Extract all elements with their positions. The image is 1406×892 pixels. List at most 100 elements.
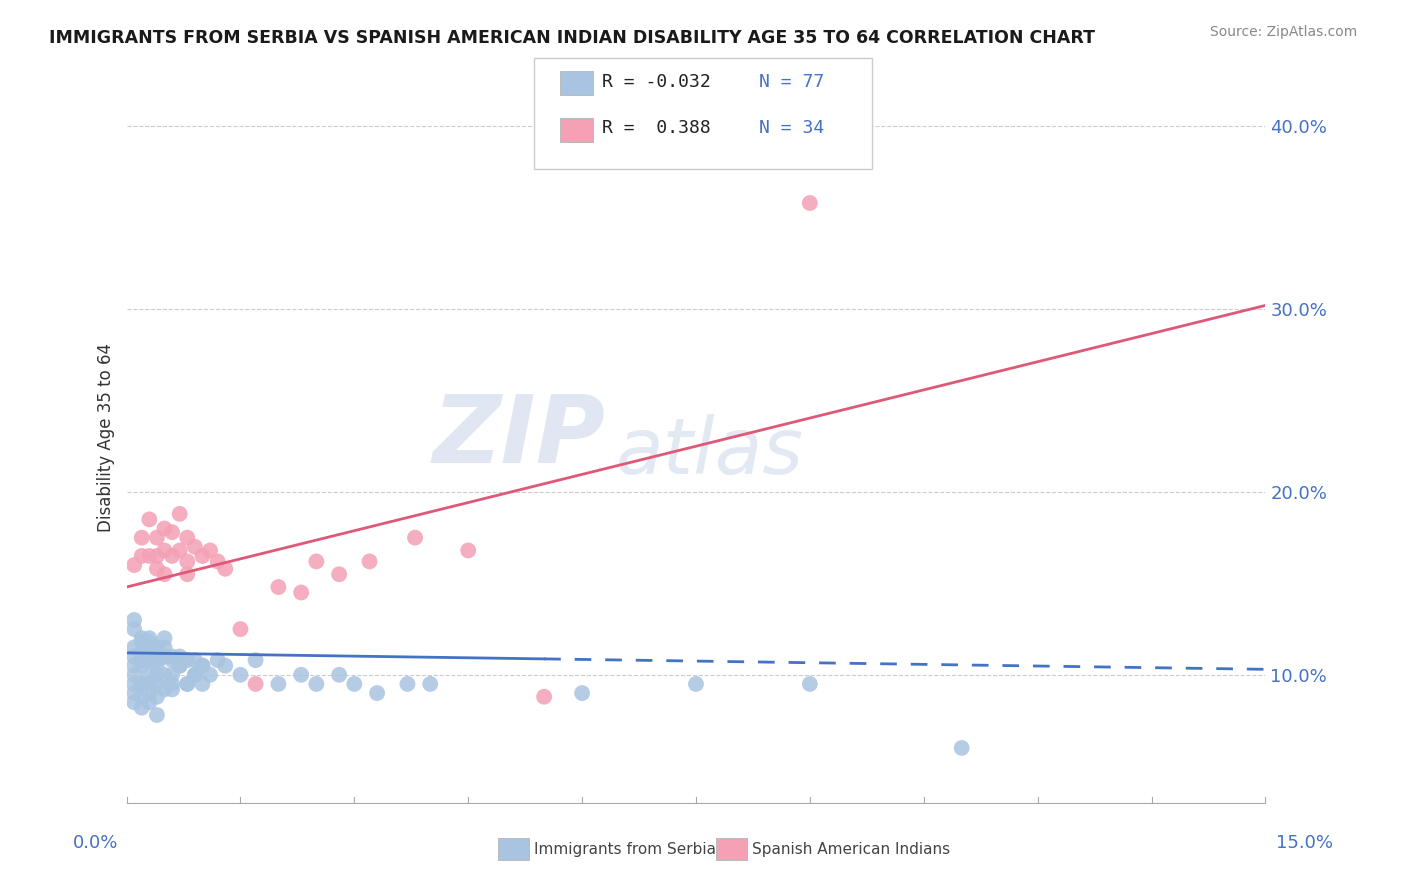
Point xyxy=(122,613,145,627)
Point xyxy=(131,677,153,691)
Text: atlas: atlas xyxy=(616,414,804,490)
Text: 0.0%: 0.0% xyxy=(73,834,118,852)
Point xyxy=(122,695,145,709)
Text: R =  0.388: R = 0.388 xyxy=(602,120,710,137)
Point xyxy=(191,658,214,673)
Point xyxy=(571,686,593,700)
Point xyxy=(169,658,191,673)
Point xyxy=(160,653,183,667)
Point xyxy=(950,740,973,755)
Point xyxy=(122,667,145,681)
Text: ZIP: ZIP xyxy=(432,391,605,483)
Point xyxy=(122,658,145,673)
Point xyxy=(328,567,350,582)
Point xyxy=(146,646,169,660)
Point xyxy=(359,554,381,568)
Point xyxy=(176,567,198,582)
Text: 15.0%: 15.0% xyxy=(1277,834,1333,852)
Point xyxy=(131,635,153,649)
Point xyxy=(131,677,153,691)
Point xyxy=(138,667,160,681)
Point xyxy=(533,690,555,704)
Point xyxy=(131,658,153,673)
Point xyxy=(153,567,176,582)
Point xyxy=(198,543,221,558)
Point xyxy=(160,525,183,540)
Point xyxy=(207,554,229,568)
Point xyxy=(160,667,183,681)
Text: R = -0.032: R = -0.032 xyxy=(602,73,710,91)
Point xyxy=(138,646,160,660)
Point xyxy=(396,677,419,691)
Point xyxy=(457,543,479,558)
Text: Immigrants from Serbia: Immigrants from Serbia xyxy=(534,842,716,856)
Point xyxy=(122,622,145,636)
Point xyxy=(685,677,707,691)
Point xyxy=(153,649,176,664)
Point xyxy=(146,667,169,681)
Point xyxy=(146,658,169,673)
Point xyxy=(146,677,169,691)
Point xyxy=(138,640,160,655)
Point xyxy=(245,677,267,691)
Point xyxy=(191,677,214,691)
Point xyxy=(176,554,198,568)
Point xyxy=(176,677,198,691)
Point xyxy=(153,667,176,681)
Point xyxy=(160,649,183,664)
Text: Source: ZipAtlas.com: Source: ZipAtlas.com xyxy=(1209,25,1357,39)
Point xyxy=(131,690,153,704)
Point xyxy=(138,549,160,563)
Y-axis label: Disability Age 35 to 64: Disability Age 35 to 64 xyxy=(97,343,115,532)
Point xyxy=(198,667,221,681)
Point xyxy=(138,512,160,526)
Point xyxy=(138,632,160,646)
Point xyxy=(138,695,160,709)
Point xyxy=(184,667,207,681)
Point xyxy=(122,558,145,573)
Point xyxy=(328,667,350,681)
Point xyxy=(207,653,229,667)
Text: IMMIGRANTS FROM SERBIA VS SPANISH AMERICAN INDIAN DISABILITY AGE 35 TO 64 CORREL: IMMIGRANTS FROM SERBIA VS SPANISH AMERIC… xyxy=(49,29,1095,46)
Point xyxy=(176,531,198,545)
Point xyxy=(290,585,312,599)
Point xyxy=(267,580,290,594)
Point xyxy=(799,677,821,691)
Point xyxy=(267,677,290,691)
Point xyxy=(169,507,191,521)
Point xyxy=(131,549,153,563)
Text: N = 34: N = 34 xyxy=(759,120,824,137)
Point xyxy=(229,667,252,681)
Point xyxy=(169,649,191,664)
Point xyxy=(131,531,153,545)
Point xyxy=(146,708,169,723)
Point xyxy=(146,531,169,545)
Text: N = 77: N = 77 xyxy=(759,73,824,91)
Point xyxy=(153,543,176,558)
Point xyxy=(191,658,214,673)
Point xyxy=(131,653,153,667)
Point xyxy=(131,700,153,714)
Point xyxy=(131,653,153,667)
Point xyxy=(146,653,169,667)
Point xyxy=(366,686,388,700)
Point xyxy=(138,677,160,691)
Point xyxy=(131,632,153,646)
Point xyxy=(122,649,145,664)
Point xyxy=(404,531,426,545)
Point xyxy=(138,653,160,667)
Point xyxy=(191,549,214,563)
Point xyxy=(229,622,252,636)
Point xyxy=(184,653,207,667)
Point xyxy=(305,554,328,568)
Point xyxy=(160,682,183,697)
Point xyxy=(343,677,366,691)
Point xyxy=(214,658,236,673)
Point xyxy=(799,196,821,211)
Point xyxy=(419,677,441,691)
Point xyxy=(305,677,328,691)
Point xyxy=(146,690,169,704)
Point xyxy=(214,562,236,576)
Point xyxy=(176,677,198,691)
Point xyxy=(290,667,312,681)
